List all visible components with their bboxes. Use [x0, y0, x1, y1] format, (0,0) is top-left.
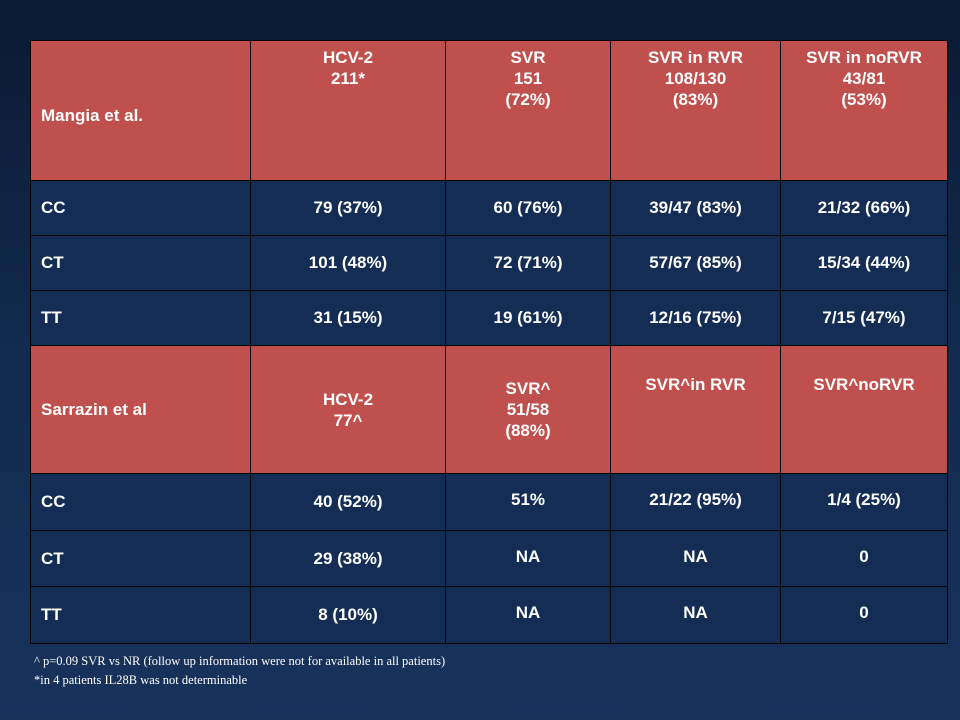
- table2-hcv2-header: HCV-2 77^: [250, 345, 446, 474]
- table1-svr-header: SVR 151 (72%): [445, 40, 611, 181]
- table-cell: 79 (37%): [250, 180, 446, 236]
- table-cell: 101 (48%): [250, 235, 446, 291]
- table1-svr-rvr-header: SVR in RVR 108/130 (83%): [610, 40, 781, 181]
- table-cell: 40 (52%): [250, 473, 446, 531]
- table-cell: NA: [610, 530, 781, 587]
- table-row: CC 40 (52%) 51% 21/22 (95%) 1/4 (25%): [30, 473, 948, 531]
- table2-study-label: Sarrazin et al: [30, 345, 251, 474]
- table2-svr-norvr-header: SVR^noRVR: [780, 345, 948, 474]
- footnotes: ^ p=0.09 SVR vs NR (follow up informatio…: [34, 652, 445, 690]
- footnote-p-value: ^ p=0.09 SVR vs NR (follow up informatio…: [34, 654, 446, 668]
- footnote-il28b: *in 4 patients IL28B was not determinabl…: [34, 673, 248, 687]
- table-row: TT 8 (10%) NA NA 0: [30, 586, 948, 644]
- table-cell: 57/67 (85%): [610, 235, 781, 291]
- table-cell: NA: [445, 586, 611, 644]
- table-cell: 31 (15%): [250, 290, 446, 346]
- genotype-cell: CT: [30, 530, 251, 587]
- table-cell: NA: [445, 530, 611, 587]
- table-cell: 0: [780, 586, 948, 644]
- table-cell: 39/47 (83%): [610, 180, 781, 236]
- table-cell: 7/15 (47%): [780, 290, 948, 346]
- table1-hcv2-header: HCV-2 211*: [250, 40, 446, 181]
- table-row: TT 31 (15%) 19 (61%) 12/16 (75%) 7/15 (4…: [30, 290, 948, 346]
- genotype-cell: CT: [30, 235, 251, 291]
- table-cell: 19 (61%): [445, 290, 611, 346]
- table-cell: 8 (10%): [250, 586, 446, 644]
- table-cell: 51%: [445, 473, 611, 531]
- table-row: CT 101 (48%) 72 (71%) 57/67 (85%) 15/34 …: [30, 235, 948, 291]
- genotype-cell: TT: [30, 586, 251, 644]
- table2-svr-rvr-header: SVR^in RVR: [610, 345, 781, 474]
- table-cell: 60 (76%): [445, 180, 611, 236]
- table-cell: 1/4 (25%): [780, 473, 948, 531]
- table2-svr-header: SVR^ 51/58 (88%): [445, 345, 611, 474]
- results-table: Mangia et al. HCV-2 211* SVR 151 (72%) S…: [30, 40, 948, 644]
- genotype-cell: TT: [30, 290, 251, 346]
- table-row: CC 79 (37%) 60 (76%) 39/47 (83%) 21/32 (…: [30, 180, 948, 236]
- table-cell: 21/22 (95%): [610, 473, 781, 531]
- table-cell: 12/16 (75%): [610, 290, 781, 346]
- genotype-cell: CC: [30, 180, 251, 236]
- table1-header-row: Mangia et al. HCV-2 211* SVR 151 (72%) S…: [30, 40, 948, 181]
- table1-study-label: Mangia et al.: [30, 40, 251, 181]
- table-cell: 72 (71%): [445, 235, 611, 291]
- table-cell: 21/32 (66%): [780, 180, 948, 236]
- genotype-cell: CC: [30, 473, 251, 531]
- table1-svr-norvr-header: SVR in noRVR 43/81 (53%): [780, 40, 948, 181]
- table-row: CT 29 (38%) NA NA 0: [30, 530, 948, 587]
- table-cell: 0: [780, 530, 948, 587]
- table-cell: NA: [610, 586, 781, 644]
- table-cell: 15/34 (44%): [780, 235, 948, 291]
- table-cell: 29 (38%): [250, 530, 446, 587]
- table2-header-row: Sarrazin et al HCV-2 77^ SVR^ 51/58 (88%…: [30, 345, 948, 474]
